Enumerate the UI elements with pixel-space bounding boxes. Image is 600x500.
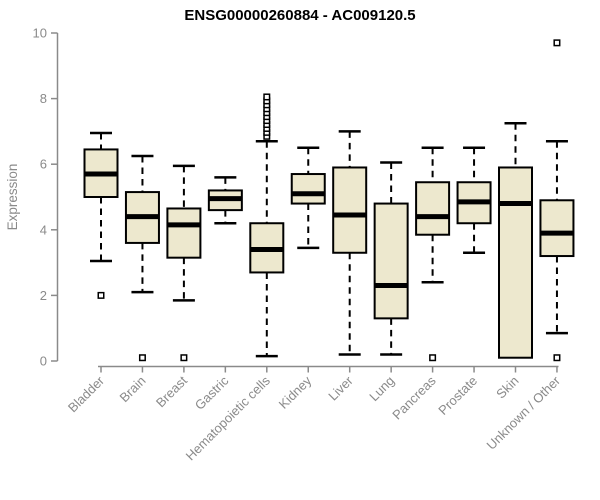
x-tick-label: Skin	[493, 373, 521, 401]
boxplots	[83, 39, 575, 362]
iqr-box	[498, 166, 533, 359]
x-tick-label: Liver	[325, 373, 356, 404]
x-tick-label: Unknown / Other	[483, 373, 563, 453]
boxplot-group-unknown-other	[539, 39, 575, 362]
boxplot-group-skin	[498, 121, 533, 359]
boxplot-group-lung	[373, 161, 409, 356]
boxplot-group-hematopoietic-cells	[249, 93, 285, 358]
y-axis-label: Expression	[5, 164, 20, 231]
outlier-point	[97, 291, 105, 299]
outlier-point	[553, 354, 561, 362]
x-tick-label: Gastric	[192, 373, 232, 413]
x-tick-label: Lung	[366, 373, 397, 404]
iqr-box	[373, 202, 409, 320]
chart-title: ENSG00000260884 - AC009120.5	[184, 7, 415, 24]
outlier-point	[553, 39, 561, 47]
outlier-point	[263, 93, 271, 101]
iqr-box	[415, 181, 451, 236]
boxplot-group-kidney	[290, 146, 326, 250]
y-tick-label: 6	[40, 157, 47, 172]
x-tick-label: Brain	[116, 373, 148, 405]
x-tick-label: Prostate	[435, 373, 480, 418]
outlier-point	[138, 354, 146, 362]
x-tick-label: Kidney	[276, 373, 315, 412]
iqr-box	[332, 166, 368, 254]
y-axis: 0 2 4 6 8 10	[33, 26, 59, 369]
x-tick-label: Breast	[153, 373, 190, 410]
boxplot-group-liver	[332, 130, 368, 356]
boxplot-group-pancreas	[415, 146, 451, 362]
outlier-point	[429, 354, 437, 362]
boxplot-group-breast	[166, 164, 202, 362]
y-tick-label: 0	[40, 354, 47, 369]
x-tick-label: Pancreas	[389, 373, 439, 423]
boxplot-group-brain	[124, 154, 160, 362]
boxplot-group-prostate	[456, 146, 492, 255]
boxplot-group-gastric	[207, 176, 243, 225]
iqr-box	[166, 207, 202, 259]
iqr-box	[290, 173, 326, 205]
x-tick-label: Bladder	[65, 373, 108, 416]
y-tick-label: 4	[40, 222, 47, 237]
outlier-point	[180, 354, 188, 362]
y-tick-label: 8	[40, 91, 47, 106]
y-tick-label: 10	[33, 26, 47, 41]
boxplot-group-bladder	[83, 131, 119, 299]
iqr-box	[539, 199, 575, 258]
y-tick-label: 2	[40, 288, 47, 303]
